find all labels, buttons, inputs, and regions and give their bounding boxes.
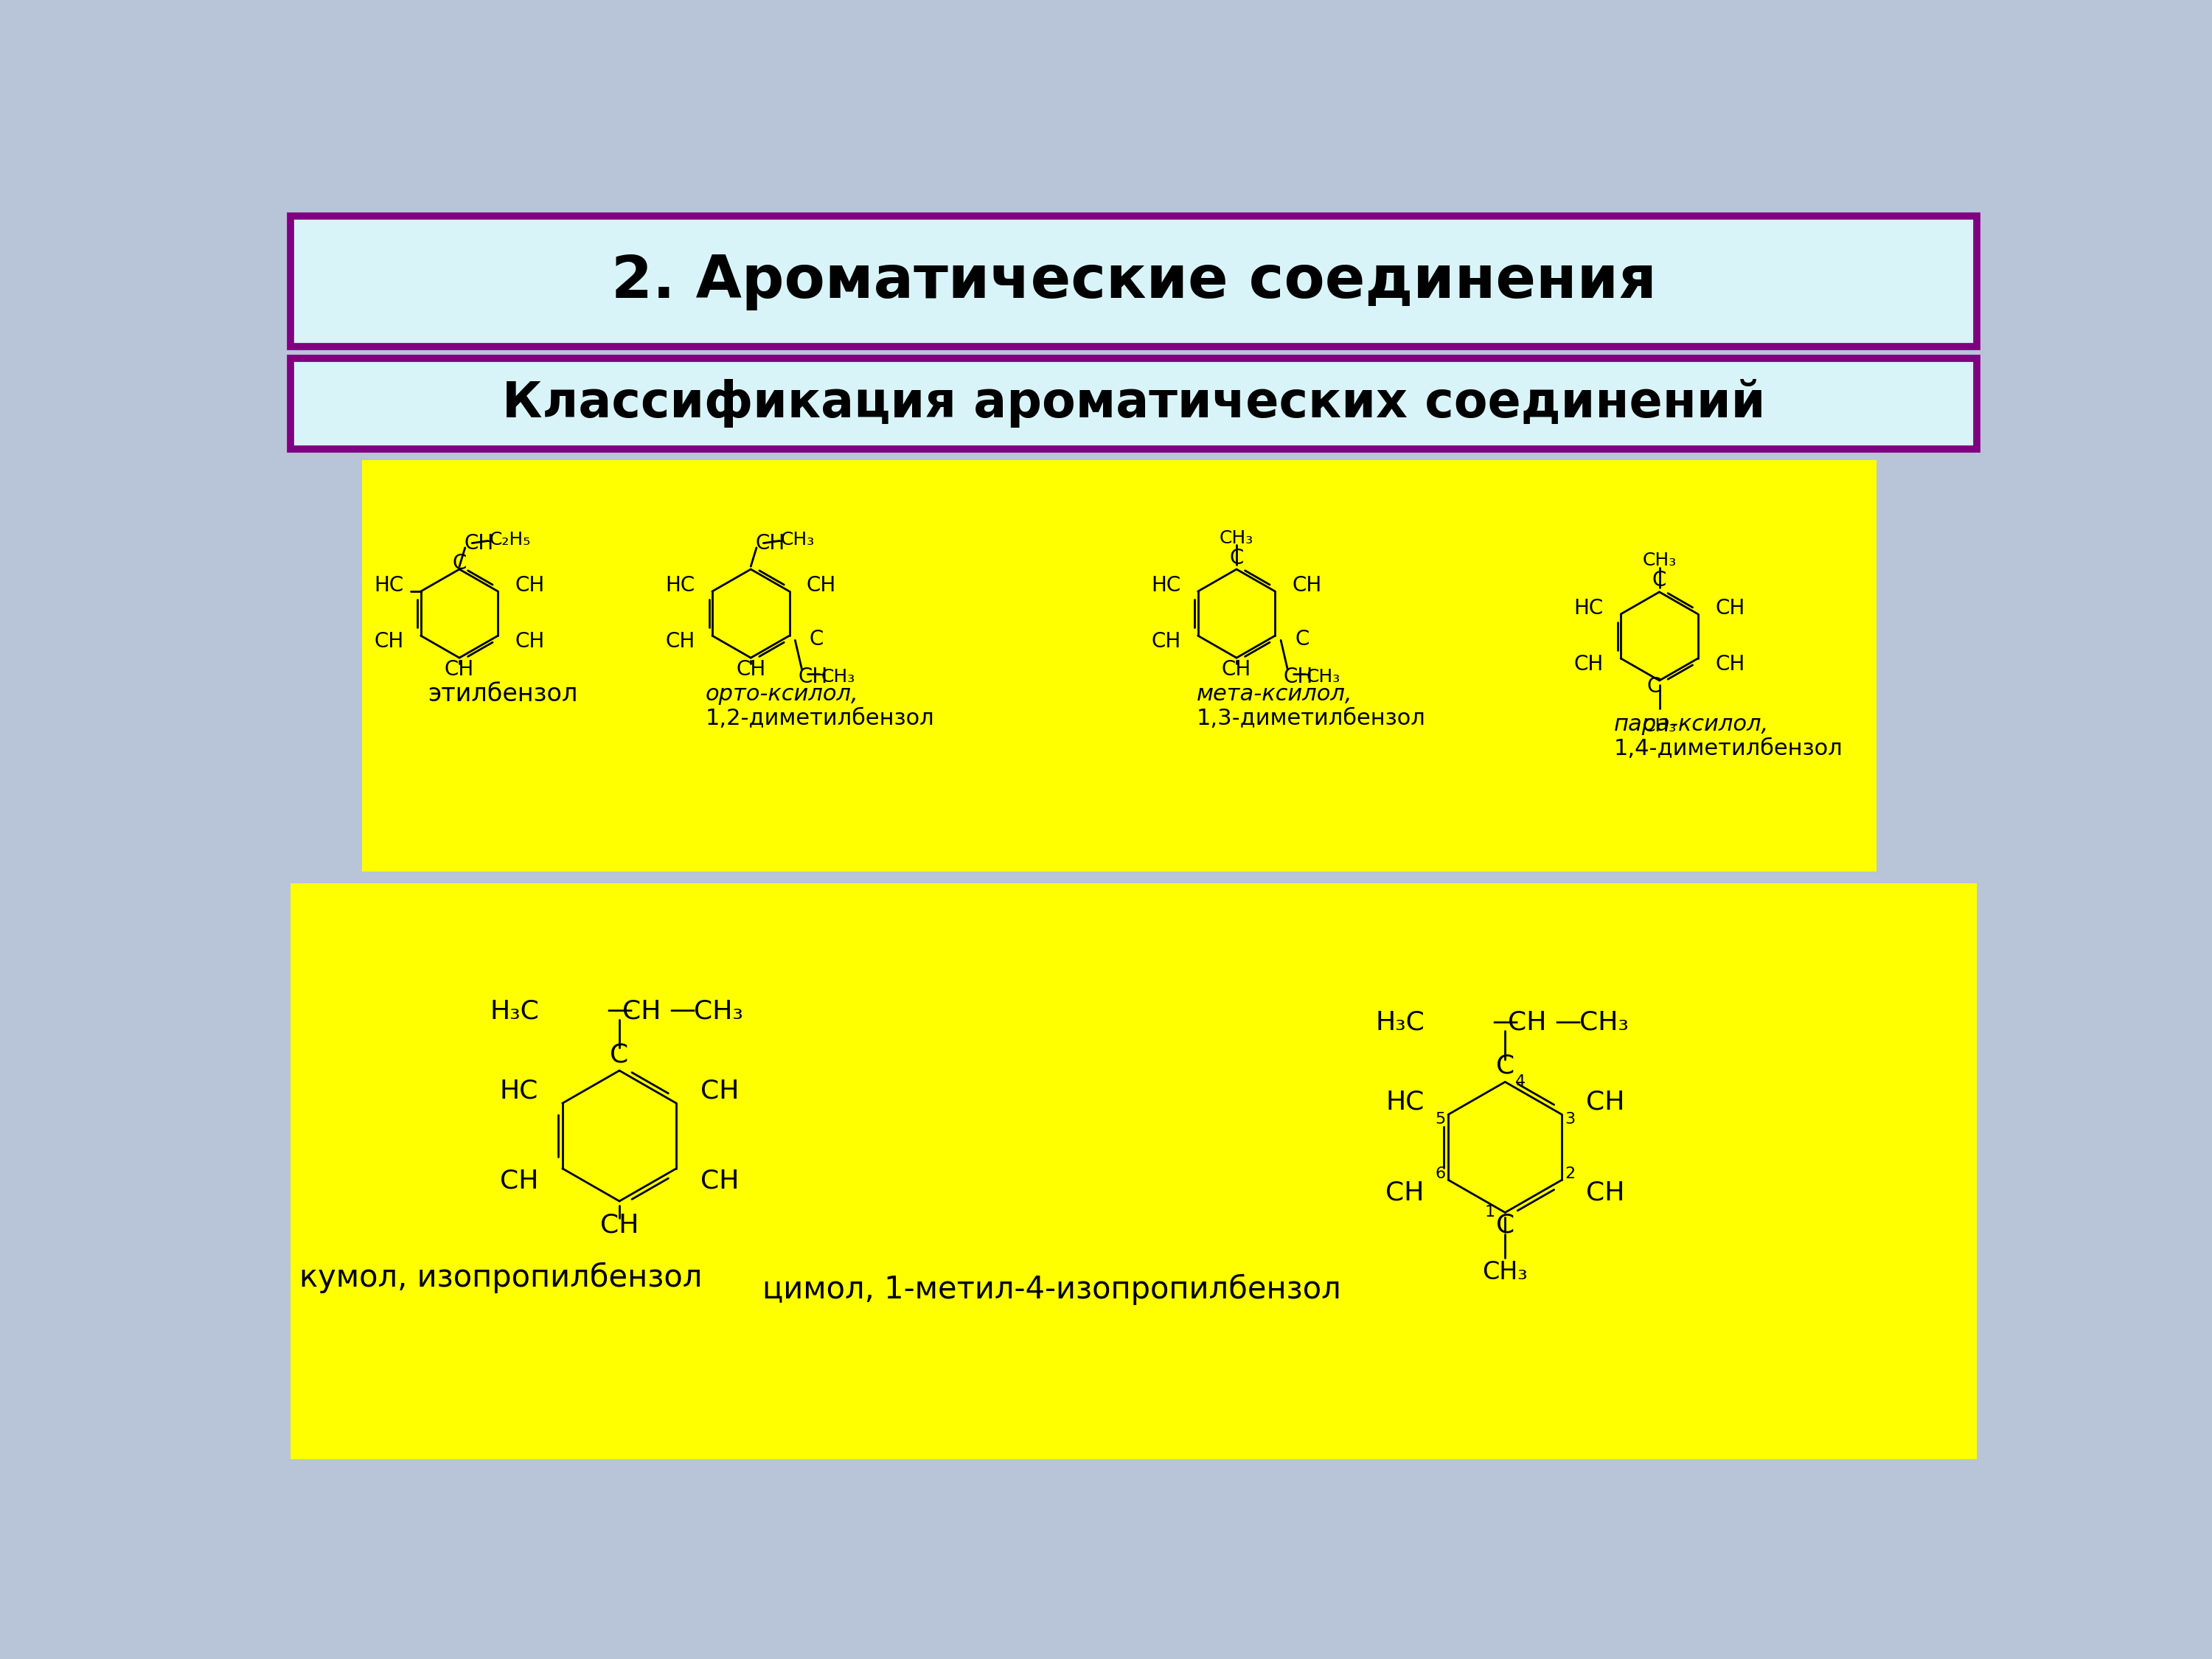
Text: цимол, 1-метил-4-изопропилбензол: цимол, 1-метил-4-изопропилбензол — [763, 1274, 1340, 1304]
Text: H₃C: H₃C — [1376, 1010, 1425, 1035]
Text: HC: HC — [1385, 1090, 1425, 1115]
Text: C: C — [451, 552, 467, 574]
Text: CH: CH — [1221, 659, 1252, 680]
Text: пара-ксилол,: пара-ксилол, — [1613, 713, 1770, 735]
Text: —: — — [668, 999, 695, 1024]
Text: HC: HC — [500, 1078, 538, 1103]
Text: CH: CH — [754, 534, 785, 554]
FancyBboxPatch shape — [290, 358, 1978, 450]
Text: CH: CH — [1509, 1010, 1546, 1035]
FancyBboxPatch shape — [363, 460, 1876, 873]
Text: CH: CH — [622, 999, 661, 1024]
Text: CH: CH — [374, 630, 403, 652]
Text: C: C — [810, 629, 823, 649]
Text: CH: CH — [465, 534, 493, 554]
Text: CH: CH — [445, 659, 473, 680]
Text: CH₃: CH₃ — [821, 667, 854, 685]
Text: CH₃: CH₃ — [781, 531, 814, 549]
Text: C: C — [611, 1042, 628, 1067]
Text: CH: CH — [807, 576, 836, 596]
Text: H₃C: H₃C — [491, 999, 540, 1024]
Text: CH: CH — [1385, 1180, 1425, 1204]
Text: CH₃: CH₃ — [1482, 1259, 1528, 1284]
Text: 6: 6 — [1436, 1166, 1444, 1181]
Text: C: C — [1652, 571, 1666, 591]
Text: CH: CH — [701, 1078, 739, 1103]
Text: этилбензол: этилбензол — [427, 682, 577, 707]
Text: CH: CH — [515, 630, 544, 652]
Text: 1,2-диметилбензол: 1,2-диметилбензол — [706, 708, 933, 730]
Text: CH: CH — [599, 1213, 639, 1238]
Text: мета-ксилол,: мета-ксилол, — [1197, 684, 1352, 705]
Text: CH: CH — [515, 576, 544, 596]
Text: 3: 3 — [1564, 1112, 1575, 1126]
Text: 1,3-диметилбензол: 1,3-диметилбензол — [1197, 708, 1425, 730]
Text: HC: HC — [1575, 599, 1604, 619]
Text: 2: 2 — [1564, 1166, 1575, 1181]
Text: Классификация ароматических соединений: Классификация ароматических соединений — [502, 380, 1765, 428]
Text: C: C — [1495, 1053, 1515, 1078]
Text: кумол, изопропилбензол: кумол, изопропилбензол — [299, 1262, 701, 1294]
Text: —: — — [1555, 1010, 1582, 1035]
Text: CH: CH — [1714, 599, 1745, 619]
Text: 5: 5 — [1436, 1112, 1444, 1126]
Text: CH: CH — [737, 659, 765, 680]
Text: CH: CH — [1150, 630, 1181, 652]
FancyBboxPatch shape — [290, 216, 1978, 347]
Text: C: C — [1648, 675, 1661, 697]
Text: CH: CH — [701, 1168, 739, 1193]
Text: HC: HC — [1150, 576, 1181, 596]
Text: CH₃: CH₃ — [695, 999, 743, 1024]
Text: CH₃: CH₃ — [1219, 529, 1254, 547]
Text: —: — — [1491, 1010, 1517, 1035]
Text: CH: CH — [666, 630, 695, 652]
Text: 1,4-диметилбензол: 1,4-диметилбензол — [1613, 738, 1843, 760]
Text: CH: CH — [1283, 667, 1314, 687]
Text: CH: CH — [500, 1168, 538, 1193]
Text: CH: CH — [1575, 654, 1604, 675]
Text: CH₃: CH₃ — [1641, 717, 1677, 735]
FancyBboxPatch shape — [290, 883, 1978, 1460]
Text: C₂H₅: C₂H₅ — [489, 531, 531, 549]
Text: CH: CH — [1714, 654, 1745, 675]
Text: 2. Ароматические соединения: 2. Ароматические соединения — [611, 252, 1657, 310]
Text: —: — — [606, 999, 633, 1024]
Text: 1: 1 — [1484, 1204, 1495, 1219]
Text: 4: 4 — [1515, 1075, 1526, 1090]
Text: CH: CH — [799, 667, 827, 687]
Text: CH: CH — [1586, 1180, 1624, 1204]
Text: CH₃: CH₃ — [1641, 552, 1677, 569]
Text: CH: CH — [1586, 1090, 1624, 1115]
Text: C: C — [1230, 547, 1243, 569]
Text: CH: CH — [1292, 576, 1323, 596]
Text: C: C — [1294, 629, 1310, 649]
Text: HC: HC — [666, 576, 695, 596]
Text: HC: HC — [374, 576, 403, 596]
Text: орто-ксилол,: орто-ксилол, — [706, 684, 858, 705]
Text: CH₃: CH₃ — [1307, 667, 1340, 685]
Text: CH₃: CH₃ — [1579, 1010, 1628, 1035]
Text: C: C — [1495, 1213, 1515, 1238]
